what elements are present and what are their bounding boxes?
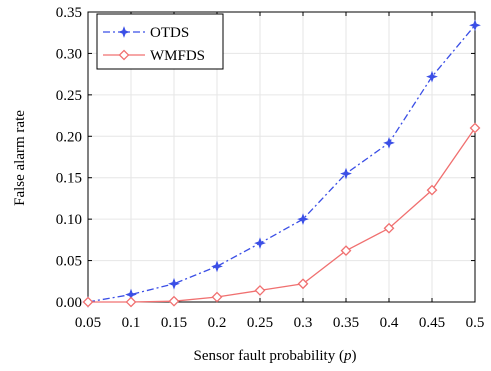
data-point-wmfds [125, 296, 137, 308]
x-axis-title: Sensor fault probability (p) [194, 348, 357, 364]
y-tick-label: 0.15 [56, 171, 82, 187]
grid-lines [88, 12, 475, 302]
x-tick-label: 0.05 [75, 315, 101, 331]
plot-area-frame [87, 11, 476, 303]
data-point-otds [211, 260, 223, 273]
data-point-wmfds [426, 184, 438, 196]
legend-marker-otds [118, 26, 130, 38]
x-tick-label: 0.25 [247, 315, 273, 331]
data-point-otds [297, 213, 309, 226]
y-tick-label: 0.10 [56, 212, 82, 228]
x-tick-label: 0.3 [294, 315, 313, 331]
x-tick-label: 0.1 [122, 315, 141, 331]
y-axis-title: False alarm rate [12, 110, 28, 206]
series-wmfds [82, 122, 481, 308]
data-point-otds [383, 137, 395, 149]
legend-marker-wmfds [118, 49, 130, 61]
y-tick-label: 0.00 [56, 295, 82, 311]
legend-marker-shape-otds [118, 26, 130, 38]
data-point-otds [426, 70, 438, 83]
x-tick-label: 0.45 [419, 315, 445, 331]
y-tick-label: 0.20 [56, 129, 82, 145]
data-point-wmfds [254, 284, 266, 296]
x-axis-title-text: Sensor fault probability ( [194, 348, 344, 364]
x-tick-label: 0.2 [208, 315, 227, 331]
y-tick-label: 0.30 [56, 46, 82, 62]
axis-ticks: 0.05 0.1 0.15 0.2 0.25 0.3 0.35 0.4 0.45 0.5 0.00 0… [56, 5, 485, 331]
x-axis-title-variable: p [343, 348, 352, 364]
y-tick-label: 0.25 [56, 88, 82, 104]
data-point-wmfds [82, 296, 94, 308]
data-point-wmfds [469, 122, 481, 134]
data-point-wmfds [168, 295, 180, 307]
series-line-otds [87, 24, 476, 303]
x-axis-title-end: ) [351, 348, 356, 364]
data-point-wmfds [340, 245, 352, 257]
x-tick-label: 0.5 [466, 315, 485, 331]
data-point-otds [254, 237, 266, 250]
y-tick-label: 0.35 [56, 5, 82, 21]
data-point-wmfds [297, 278, 309, 290]
data-point-wmfds [383, 222, 395, 234]
data-point-wmfds [211, 291, 223, 303]
y-tick-label: 0.05 [56, 254, 82, 270]
series-line-wmfds [88, 127, 476, 303]
legend-label-otds: OTDS [150, 25, 189, 41]
legend-marker-shape-wmfds [118, 49, 130, 61]
x-tick-label: 0.35 [333, 315, 359, 331]
data-point-otds [168, 277, 180, 290]
data-point-otds [469, 19, 481, 32]
legend-box [96, 13, 224, 70]
legend-label-wmfds: WMFDS [150, 48, 205, 64]
x-tick-label: 0.15 [161, 315, 187, 331]
x-tick-label: 0.4 [380, 315, 399, 331]
legend: OTDS WMFDS [96, 13, 224, 70]
series-layer [82, 19, 481, 308]
data-point-otds [340, 167, 352, 180]
